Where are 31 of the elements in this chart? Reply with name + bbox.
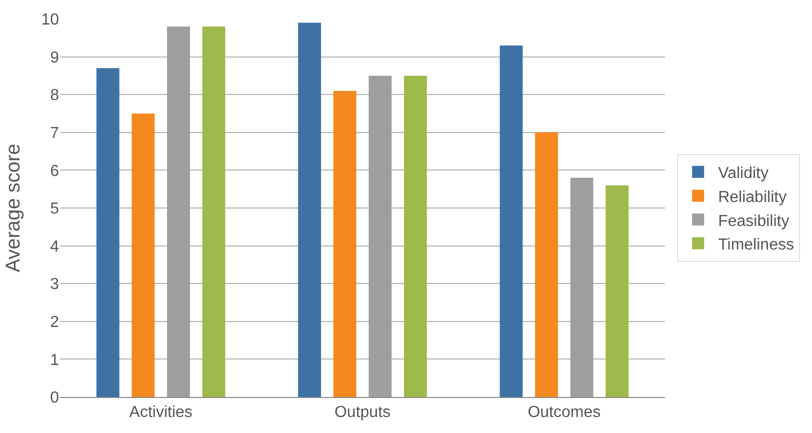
legend-label: Timeliness [718, 236, 794, 254]
bar [368, 76, 392, 397]
legend-label: Feasibility [718, 212, 790, 230]
x-tick-label: Outcomes [528, 404, 601, 422]
bar [298, 22, 322, 397]
y-tick-label: 9 [50, 49, 60, 66]
y-tick-label: 7 [50, 125, 60, 142]
bar [404, 76, 427, 397]
bar [333, 90, 356, 397]
bar [606, 185, 629, 397]
legend-label: Reliability [718, 188, 787, 206]
y-tick-label: 2 [50, 314, 60, 331]
y-tick-label: 6 [50, 162, 60, 180]
bar [167, 26, 190, 397]
x-tick-label: Activities [129, 404, 192, 422]
y-tick-label: 3 [50, 276, 60, 294]
y-tick-label: 8 [50, 87, 60, 104]
bar [500, 45, 523, 397]
bar [570, 178, 594, 397]
y-tick-label: 1 [50, 352, 60, 369]
bar [535, 132, 558, 397]
bar [96, 68, 120, 397]
bar [202, 26, 226, 397]
y-tick-label: 5 [50, 200, 60, 218]
x-tick-label: Outputs [334, 404, 391, 422]
y-axis-title: Average score [2, 144, 25, 272]
y-tick-label: 10 [41, 12, 60, 29]
y-tick-label: 0 [50, 390, 60, 407]
bar [132, 114, 155, 397]
legend-label: Validity [718, 165, 768, 182]
y-tick-label: 4 [50, 238, 60, 256]
